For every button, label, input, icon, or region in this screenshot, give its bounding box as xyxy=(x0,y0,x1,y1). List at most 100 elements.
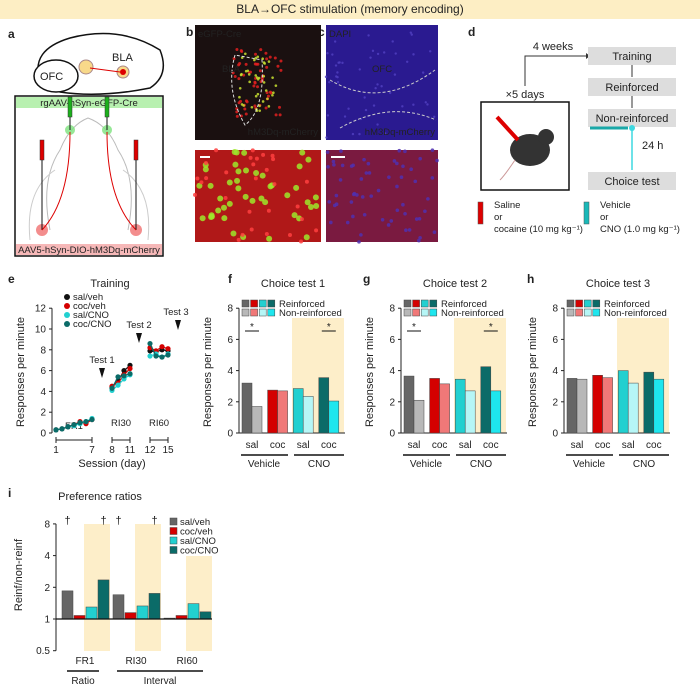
data-point-coc/CNO xyxy=(59,426,65,432)
cell-dot xyxy=(391,40,394,43)
cell-dot xyxy=(287,233,292,238)
y-tick-label: 8 xyxy=(227,304,233,315)
group-label: CNO xyxy=(633,459,655,470)
cell-dot xyxy=(341,61,344,65)
test-marker-icon xyxy=(99,368,105,378)
cell-dot xyxy=(360,195,365,199)
significance-star: * xyxy=(489,322,493,333)
cell-dot xyxy=(263,62,266,65)
bla-outline xyxy=(231,54,263,126)
legend-swatch-non-reinforced xyxy=(412,308,420,317)
drug2-label: or xyxy=(600,212,608,223)
cell-dot xyxy=(364,171,369,175)
cell-dot xyxy=(244,69,248,73)
cell-dot xyxy=(367,34,370,37)
cell-dot xyxy=(279,59,283,63)
category-label: coc xyxy=(321,440,337,451)
cell-dot xyxy=(412,53,415,56)
cell-dot xyxy=(254,156,259,161)
cell-dot xyxy=(251,162,256,167)
bar-coc/CNO xyxy=(97,579,110,620)
test-label: Test 3 xyxy=(163,307,188,318)
syringe-red-icon xyxy=(495,115,520,142)
syringe-cyan-icon xyxy=(583,201,590,225)
scale-bar xyxy=(200,156,210,158)
cell-dot xyxy=(339,149,343,153)
test-label: Test 2 xyxy=(126,320,151,331)
cell-dot xyxy=(278,113,282,117)
legend-swatch-non-reinforced xyxy=(420,308,429,317)
x-tick-label: 15 xyxy=(162,445,174,456)
cell-dot xyxy=(195,176,200,181)
y-tick-label: 2 xyxy=(44,583,50,594)
y-tick-label: 6 xyxy=(40,366,46,377)
cell-dot xyxy=(387,175,391,179)
legend-marker xyxy=(64,312,70,318)
bar-reinforced xyxy=(403,375,415,434)
y-tick-label: 6 xyxy=(552,335,558,346)
cell-dot xyxy=(242,73,246,77)
cell-dot xyxy=(199,180,204,185)
cell-dot xyxy=(369,194,374,198)
series-line-coc/CNO xyxy=(149,343,169,358)
bar-sal/CNO xyxy=(187,603,200,620)
cell-dot xyxy=(235,168,242,175)
x-tick-label: 1 xyxy=(53,445,59,456)
data-point-coc/CNO xyxy=(53,427,59,433)
y-axis-label: Reinf/non-reinf xyxy=(13,538,25,611)
cell-dot xyxy=(349,200,354,204)
cell-dot xyxy=(366,161,371,166)
bla-injection xyxy=(120,69,126,75)
cell-dot xyxy=(253,170,260,177)
cell-dot xyxy=(273,56,277,60)
data-point-coc/CNO xyxy=(71,422,77,428)
group-label: CNO xyxy=(470,459,492,470)
cell-dot xyxy=(262,81,266,84)
cell-dot xyxy=(304,199,311,206)
legend-swatch-non-reinforced xyxy=(403,308,412,317)
projection-arrow xyxy=(89,67,121,73)
bar-reinforced xyxy=(566,378,578,434)
cell-dot xyxy=(261,100,265,103)
legend-marker xyxy=(64,294,70,300)
legend-swatch-reinforced xyxy=(267,299,276,308)
panel-label-a: a xyxy=(8,27,15,41)
cell-dot xyxy=(305,156,312,163)
cell-dot xyxy=(380,85,383,88)
chart-title: Preference ratios xyxy=(58,491,142,503)
cell-dot xyxy=(279,68,283,72)
chart-title: Training xyxy=(90,278,129,290)
cell-dot xyxy=(258,195,265,202)
cell-dot xyxy=(376,83,379,86)
panel-label-i: i xyxy=(8,486,11,500)
legend-swatch-non-reinforced xyxy=(267,308,276,317)
cell-dot xyxy=(337,61,340,64)
cell-dot xyxy=(412,103,415,106)
cell-dot xyxy=(326,165,330,169)
syringe-red-icon xyxy=(133,139,139,161)
category-label: coc xyxy=(483,440,499,451)
legend-marker xyxy=(64,321,70,327)
bar-non-reinforced xyxy=(576,378,588,434)
label-egfp-cre: eGFP-Cre xyxy=(198,29,241,40)
virus-bottom-label: AAV5-hSyn-DIO-hM3Dq-mCherry xyxy=(18,245,160,256)
micrograph-ofc-zoom xyxy=(326,150,438,242)
data-point-coc/CNO xyxy=(127,371,133,377)
cell-dot xyxy=(235,185,242,192)
cell-dot xyxy=(363,96,366,99)
y-tick-label: 8 xyxy=(44,519,50,530)
olfactory-bulb-outline xyxy=(33,59,79,93)
cell-dot xyxy=(243,107,247,111)
cell-dot xyxy=(332,203,337,208)
category-label: sal xyxy=(622,440,635,451)
cell-dot xyxy=(423,209,427,214)
bar-reinforced xyxy=(617,370,629,434)
panel-label-h: h xyxy=(527,272,534,286)
cell-dot xyxy=(430,176,435,180)
legend-label: sal/CNO xyxy=(73,310,109,321)
drug1-label: Saline xyxy=(494,200,520,211)
y-axis-label: Responses per minute xyxy=(15,317,27,427)
cell-dot xyxy=(207,182,214,189)
cell-dot xyxy=(202,166,209,173)
cell-dot xyxy=(376,52,380,56)
